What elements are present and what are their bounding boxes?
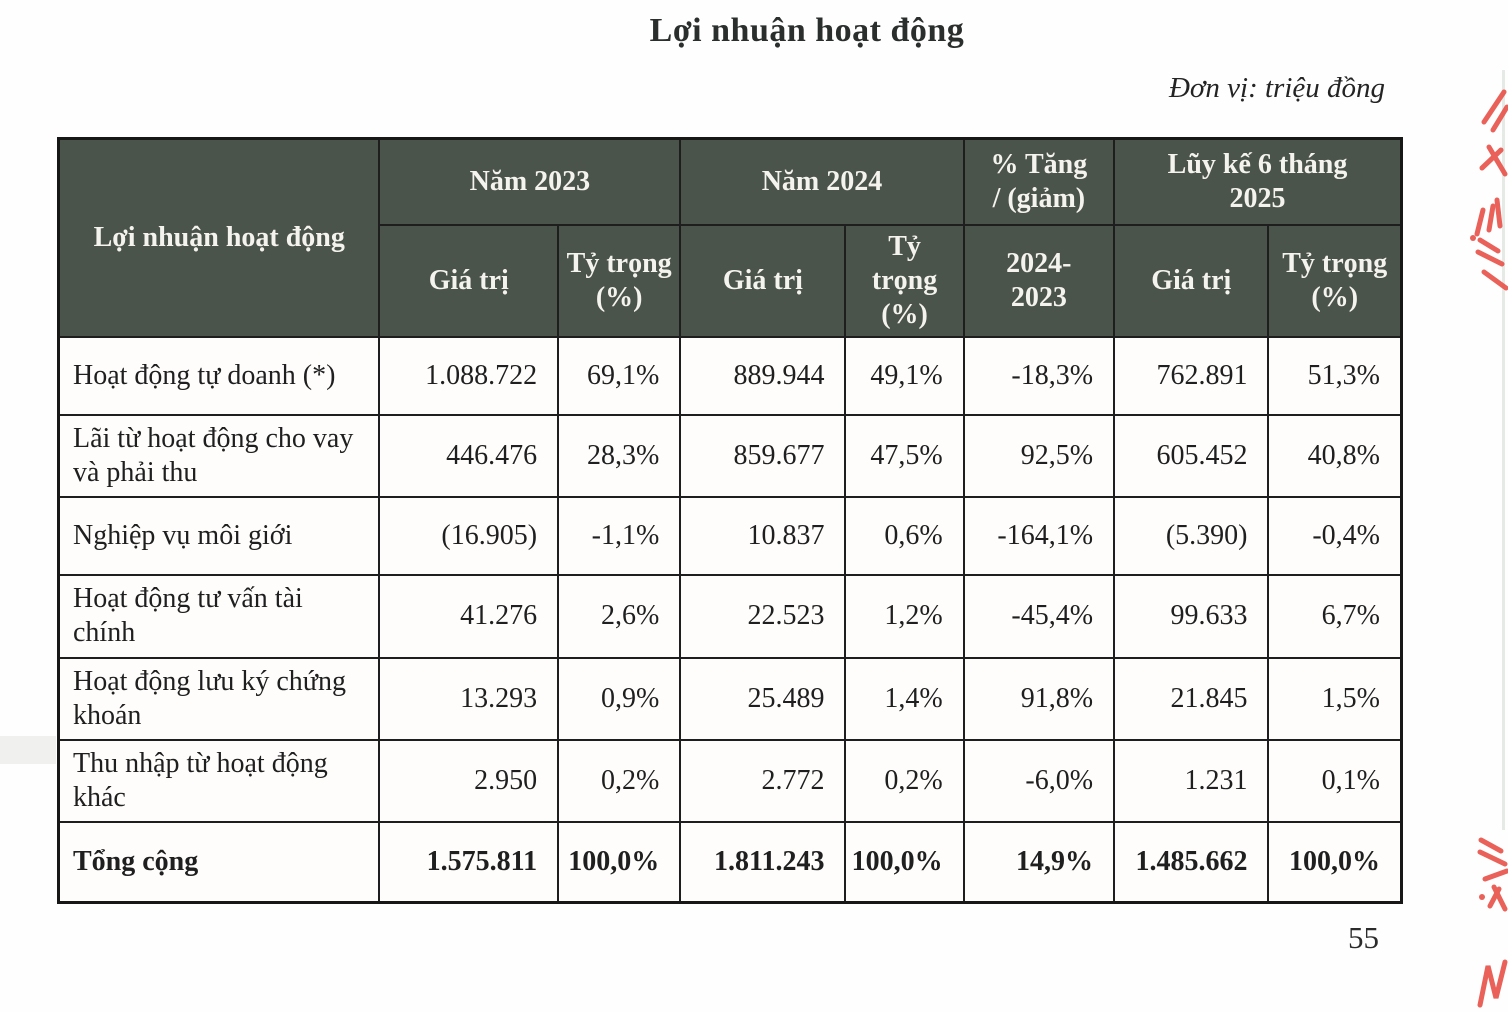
cell-value: 69,1% (557, 335, 682, 416)
cell-value: 1,4% (844, 656, 965, 741)
table-row: Lãi từ hoạt động cho vay và phải thu 446.… (57, 413, 1403, 499)
page-number: 55 (1348, 920, 1379, 955)
row-label: Hoạt động tư vấn tài chính (57, 574, 381, 659)
cell-value: 14,9% (962, 821, 1116, 904)
row-label: Hoạt động tự doanh (*) (57, 335, 381, 416)
cell-value: -0,4% (1267, 496, 1403, 577)
cell-value: 100,0% (557, 821, 682, 904)
scan-artifact-band (0, 736, 56, 764)
subheader-gia-tri-2023: Giá trị (378, 223, 560, 338)
cell-value: 10.837 (679, 496, 847, 577)
cell-value: 859.677 (679, 413, 847, 499)
table-row: Nghiệp vụ môi giới (16.905) -1,1% 10.837 0,6… (57, 496, 1403, 577)
cell-value: 28,3% (557, 413, 682, 499)
cell-value: 47,5% (844, 413, 965, 499)
row-label: Hoạt động lưu ký chứng khoán (57, 656, 381, 741)
cell-value: 92,5% (962, 413, 1116, 499)
cell-value: 100,0% (844, 821, 965, 904)
col-group-nam-2024: Năm 2024 (679, 137, 965, 226)
operating-profit-table: Lợi nhuận hoạt động Năm 2023 Năm 2024 % … (57, 137, 1403, 904)
subheader-gia-tri-2024: Giá trị (679, 223, 847, 338)
cell-value: 0,2% (844, 738, 965, 824)
row-label: Tổng cộng (57, 821, 381, 904)
table-body: Hoạt động tự doanh (*) 1.088.722 69,1% 889.… (57, 335, 1403, 904)
cell-value: 1,5% (1267, 656, 1403, 741)
subheader-2024-2023: 2024- 2023 (962, 223, 1116, 338)
cell-value: 91,8% (962, 656, 1116, 741)
cell-value: 1.575.811 (378, 821, 560, 904)
cell-value: 40,8% (1267, 413, 1403, 499)
cell-value: (5.390) (1113, 496, 1270, 577)
cell-value: 100,0% (1267, 821, 1403, 904)
cell-value: 446.476 (378, 413, 560, 499)
cell-value: 0,6% (844, 496, 965, 577)
cell-value: 1.088.722 (378, 335, 560, 416)
subheader-ty-trong-2025: Tỷ trọng (%) (1267, 223, 1403, 338)
cell-value: -18,3% (962, 335, 1116, 416)
cell-value: -45,4% (962, 574, 1116, 659)
row-label: Lãi từ hoạt động cho vay và phải thu (57, 413, 381, 499)
cell-value: 2,6% (557, 574, 682, 659)
col-group-pct-change: % Tăng / (giảm) (962, 137, 1116, 226)
cell-value: 22.523 (679, 574, 847, 659)
cell-value: 0,9% (557, 656, 682, 741)
cell-value: -6,0% (962, 738, 1116, 824)
cell-value: 21.845 (1113, 656, 1270, 741)
unit-note: Đơn vị: triệu đồng (1168, 72, 1385, 104)
corner-header: Lợi nhuận hoạt động (57, 137, 381, 338)
cell-value: 41.276 (378, 574, 560, 659)
cell-value: 605.452 (1113, 413, 1270, 499)
cell-value: -164,1% (962, 496, 1116, 577)
cell-value: -1,1% (557, 496, 682, 577)
table-header-group-row: Lợi nhuận hoạt động Năm 2023 Năm 2024 % … (57, 137, 1403, 338)
subheader-gia-tri-2025: Giá trị (1113, 223, 1270, 338)
cell-value: 0,1% (1267, 738, 1403, 824)
table-row: Thu nhập từ hoạt động khác 2.950 0,2% 2.772… (57, 738, 1403, 824)
cell-value: 25.489 (679, 656, 847, 741)
table-total-row: Tổng cộng 1.575.811 100,0% 1.811.243 100,0% 1… (57, 821, 1403, 904)
page-title: Lợi nhuận hoạt động (649, 12, 965, 49)
cell-value: 0,2% (557, 738, 682, 824)
col-group-nam-2023: Năm 2023 (378, 137, 682, 226)
cell-value: 1.231 (1113, 738, 1270, 824)
cell-value: 13.293 (378, 656, 560, 741)
table-row: Hoạt động lưu ký chứng khoán 13.293 0,9% 25… (57, 656, 1403, 741)
cell-value: 889.944 (679, 335, 847, 416)
cell-value: 6,7% (1267, 574, 1403, 659)
cell-value: 99.633 (1113, 574, 1270, 659)
cell-value: 51,3% (1267, 335, 1403, 416)
cell-value: 1.811.243 (679, 821, 847, 904)
table-header-sub-row: Giá trị Tỷ trọng (%) Giá trị Tỷ trọng (%… (59, 223, 1403, 338)
cell-value: 1,2% (844, 574, 965, 659)
cell-value: (16.905) (378, 496, 560, 577)
cell-value: 2.950 (378, 738, 560, 824)
table-header: Lợi nhuận hoạt động Năm 2023 Năm 2024 % … (57, 137, 1403, 338)
table-row: Hoạt động tự doanh (*) 1.088.722 69,1% 889.… (57, 335, 1403, 416)
row-label: Thu nhập từ hoạt động khác (57, 738, 381, 824)
cell-value: 762.891 (1113, 335, 1270, 416)
subheader-ty-trong-2024: Tỷ trọng (%) (844, 223, 965, 338)
row-label: Nghiệp vụ môi giới (57, 496, 381, 577)
table-row: Hoạt động tư vấn tài chính 41.276 2,6% 22.5… (57, 574, 1403, 659)
handwritten-red-ink-marks (1470, 89, 1508, 1008)
subheader-ty-trong-2023: Tỷ trọng (%) (557, 223, 682, 338)
col-group-luy-ke-2025: Lũy kế 6 tháng 2025 (1113, 137, 1403, 226)
scan-page-edge-line (1502, 70, 1505, 830)
cell-value: 49,1% (844, 335, 965, 416)
cell-value: 2.772 (679, 738, 847, 824)
cell-value: 1.485.662 (1113, 821, 1270, 904)
